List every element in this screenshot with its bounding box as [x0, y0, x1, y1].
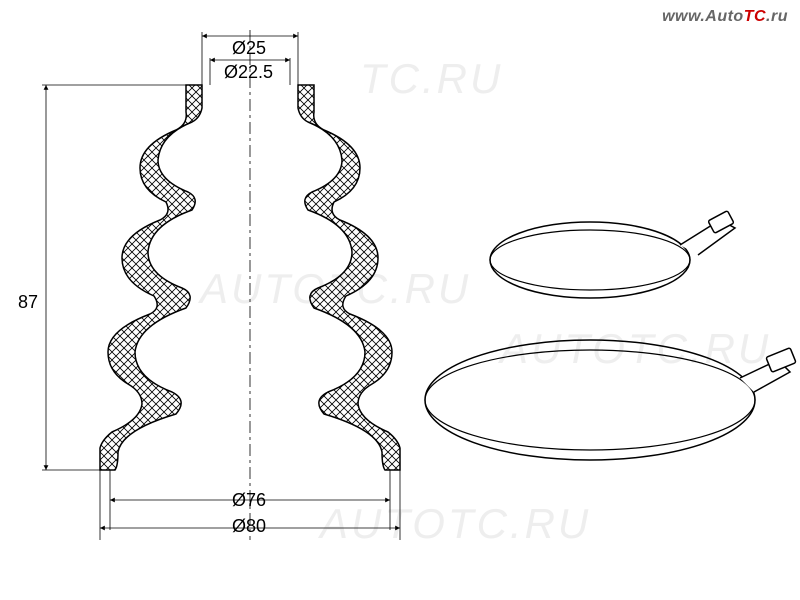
boot-left-outer: [100, 85, 202, 470]
boot-right-outer: [298, 85, 400, 470]
clamp-large: [425, 340, 796, 460]
technical-drawing: [0, 0, 800, 600]
clamp-small: [490, 211, 735, 298]
